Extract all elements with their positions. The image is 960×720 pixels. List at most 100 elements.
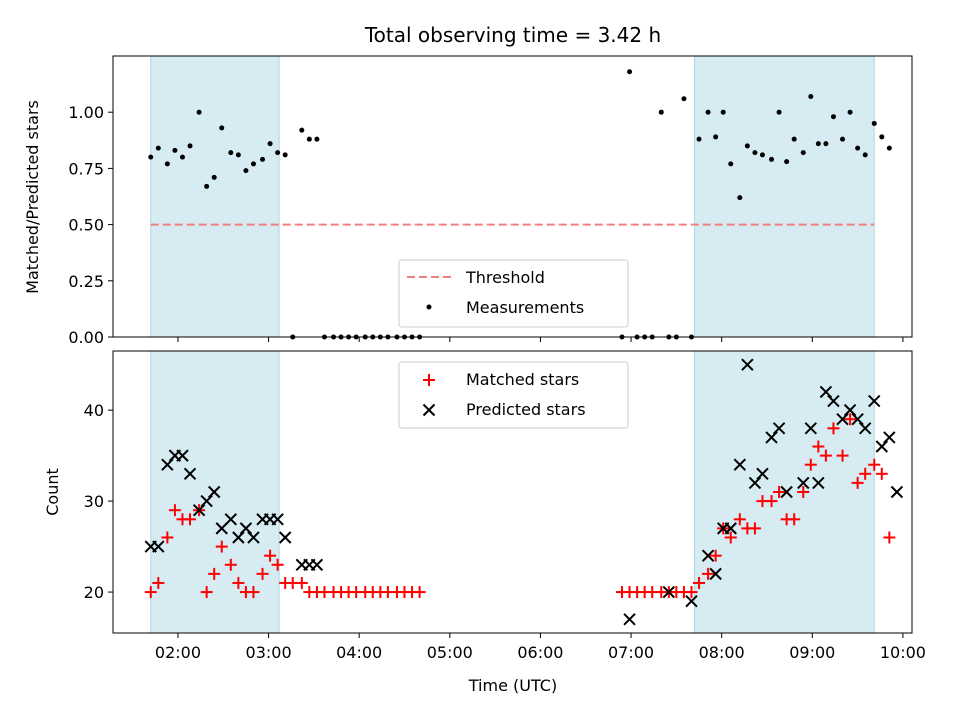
measurement-point <box>299 127 305 133</box>
predicted-star-point <box>851 413 864 426</box>
y-tick-label: 0.50 <box>68 216 104 235</box>
measurement-point <box>267 141 273 147</box>
measurement-point <box>759 152 765 158</box>
x-marker-b <box>247 531 260 544</box>
measurement-point <box>196 109 202 115</box>
matched-star-point <box>844 413 857 426</box>
measurement-point <box>658 109 664 115</box>
matched-star-point <box>702 567 715 580</box>
predicted-star-point <box>161 458 174 471</box>
predicted-star-point <box>733 458 747 471</box>
predicted-star-point <box>183 467 197 481</box>
bottom-x-axis-ticks: 02:00 03:00 04:00 05:00 06:00 07:00 08:00 09:00… <box>155 633 926 662</box>
measurement-point <box>720 109 726 115</box>
matched-star-point <box>819 449 832 462</box>
measurement-point <box>800 150 806 156</box>
x-marker-b <box>192 503 206 517</box>
shaded-interval <box>150 55 280 338</box>
measurement-point <box>219 125 225 131</box>
measurement-point <box>164 161 170 167</box>
predicted-star-point <box>797 476 810 490</box>
measurement-point <box>791 136 797 142</box>
predicted-star-point <box>875 440 888 453</box>
measurement-point <box>855 145 861 151</box>
matched-star-point <box>413 586 426 599</box>
x-marker-b <box>224 513 238 526</box>
x-axis-label: Time (UTC) <box>468 676 557 695</box>
predicted-star-point <box>804 422 818 435</box>
measurement-point <box>179 154 185 160</box>
measurement-point <box>737 195 743 201</box>
x-marker-b <box>152 540 165 553</box>
matched-star-point <box>271 558 284 571</box>
matched-star-point <box>875 467 888 480</box>
matched-star-point <box>264 549 277 562</box>
measurement-point <box>705 109 711 115</box>
predicted-star-point <box>709 567 722 581</box>
x-marker-b <box>741 358 754 371</box>
measurement-point <box>275 150 281 156</box>
predicted-star-point <box>741 358 754 371</box>
predicted-star-point <box>780 485 793 499</box>
x-marker-b <box>827 394 840 408</box>
legend-threshold-label: Threshold <box>465 268 545 287</box>
matched-star-point <box>797 486 810 498</box>
matched-star-point <box>232 576 245 589</box>
matched-star-point <box>685 586 698 599</box>
y-tick-label: 1.00 <box>68 103 104 122</box>
x-marker-b <box>756 467 769 481</box>
counts-panel: 20 30 40 02:00 03:00 04:00 05:00 06:00 07:00 08:… <box>43 350 926 695</box>
measurement-point <box>752 150 758 156</box>
legend-predicted-label: Predicted stars <box>466 400 586 419</box>
top-plot-frame <box>112 55 913 338</box>
x-marker-b <box>843 403 857 417</box>
matched-star-point <box>295 576 308 589</box>
x-marker-b <box>858 422 872 435</box>
x-marker-b <box>239 522 253 535</box>
x-marker-b <box>709 567 722 581</box>
x-marker-b <box>733 458 747 471</box>
matched-star-point <box>812 440 825 453</box>
matched-star-point <box>851 476 864 489</box>
y-tick-label: 0.75 <box>68 159 104 178</box>
x-marker-b <box>836 413 849 426</box>
x-marker-b <box>748 476 762 490</box>
matched-star-point <box>693 576 706 589</box>
measurement-point <box>862 152 868 158</box>
measurement-point <box>681 96 687 102</box>
measurement-point <box>840 136 846 142</box>
predicted-star-point <box>271 513 284 526</box>
predicted-star-point <box>192 503 206 517</box>
measurement-point <box>847 109 853 115</box>
measurement-point <box>148 154 154 160</box>
x-tick-label: 03:00 <box>246 643 292 662</box>
top-y-axis-ticks: 0.00 0.25 0.50 0.75 1.00 <box>68 103 113 347</box>
bottom-plot-frame <box>112 350 913 634</box>
x-marker-b <box>207 485 221 499</box>
measurement-point <box>627 69 633 75</box>
matched-star-point <box>709 549 722 562</box>
matched-star-point <box>152 576 165 589</box>
measurement-point <box>235 152 241 158</box>
x-marker-b <box>812 476 825 490</box>
y-tick-label: 20 <box>84 583 104 602</box>
measurement-point <box>211 174 217 180</box>
measurement-point <box>830 114 836 120</box>
matched-star-point <box>804 458 817 471</box>
x-tick-label: 08:00 <box>699 643 745 662</box>
predicted-star-point <box>868 394 881 408</box>
measurement-point <box>784 159 790 165</box>
measurement-point <box>808 93 814 99</box>
x-tick-label: 09:00 <box>789 643 835 662</box>
measurement-point <box>871 120 877 126</box>
matched-star-point <box>765 495 778 508</box>
legend-measurements-swatch <box>426 304 432 310</box>
predicted-star-point <box>748 476 762 490</box>
legend-plus-marker <box>423 374 435 386</box>
matched-star-point <box>224 558 237 571</box>
x-tick-label: 06:00 <box>517 643 563 662</box>
measurement-point <box>728 161 734 167</box>
x-marker-b <box>278 531 292 544</box>
x-marker-b <box>851 413 864 426</box>
